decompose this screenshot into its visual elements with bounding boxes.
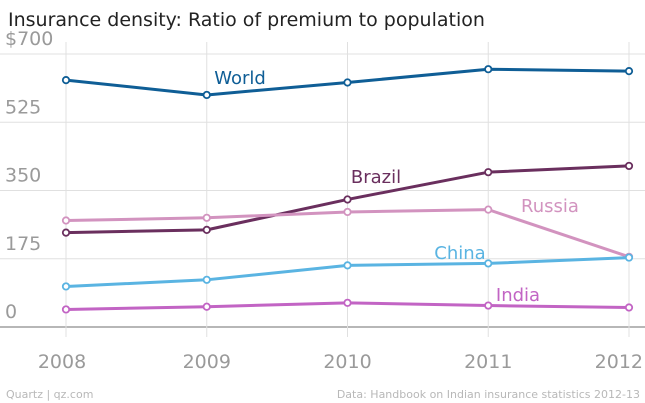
y-tick-label: 175 [5, 233, 41, 255]
data-point-brazil [63, 229, 69, 235]
y-axis: $700 525 350 175 0 [5, 28, 53, 323]
y-tick-label: 525 [5, 96, 41, 118]
footer-source-left: Quartz | qz.com [6, 388, 93, 401]
data-point-brazil [344, 196, 350, 202]
data-point-china [63, 283, 69, 289]
chart: Insurance density: Ratio of premium to p… [0, 0, 645, 403]
data-point-china [204, 277, 210, 283]
data-point-world [485, 66, 491, 72]
data-point-world [204, 92, 210, 98]
grid [0, 42, 645, 337]
data-point-brazil [204, 227, 210, 233]
data-point-india [626, 304, 632, 310]
data-point-china [485, 260, 491, 266]
x-tick-label: 2010 [323, 351, 371, 373]
data-point-world [626, 68, 632, 74]
x-tick-label: 2009 [183, 351, 231, 373]
data-point-world [344, 79, 350, 85]
data-point-india [344, 300, 350, 306]
series-label-russia: Russia [521, 196, 579, 217]
data-point-brazil [626, 163, 632, 169]
x-tick-label: 2012 [595, 351, 643, 373]
chart-title: Insurance density: Ratio of premium to p… [8, 9, 485, 31]
data-point-india [204, 304, 210, 310]
data-point-world [63, 77, 69, 83]
series-label-world: World [214, 68, 266, 89]
x-tick-label: 2011 [464, 351, 512, 373]
data-point-china [626, 254, 632, 260]
data-point-russia [63, 217, 69, 223]
data-point-india [63, 306, 69, 312]
y-tick-label: $700 [5, 28, 53, 50]
series-label-china: China [434, 243, 485, 264]
x-axis: 2008 2009 2010 2011 2012 [38, 351, 643, 373]
y-tick-label: 0 [5, 301, 17, 323]
data-point-india [485, 302, 491, 308]
series-label-india: India [496, 285, 540, 306]
x-tick-label: 2008 [38, 351, 86, 373]
y-tick-label: 350 [5, 165, 41, 187]
footer-source-right: Data: Handbook on Indian insurance stati… [337, 388, 640, 401]
data-point-russia [344, 209, 350, 215]
series-labels: World Brazil Russia China India [214, 68, 579, 306]
series-label-brazil: Brazil [351, 167, 401, 188]
data-point-russia [485, 206, 491, 212]
data-point-china [344, 262, 350, 268]
data-point-brazil [485, 169, 491, 175]
data-point-russia [204, 215, 210, 221]
